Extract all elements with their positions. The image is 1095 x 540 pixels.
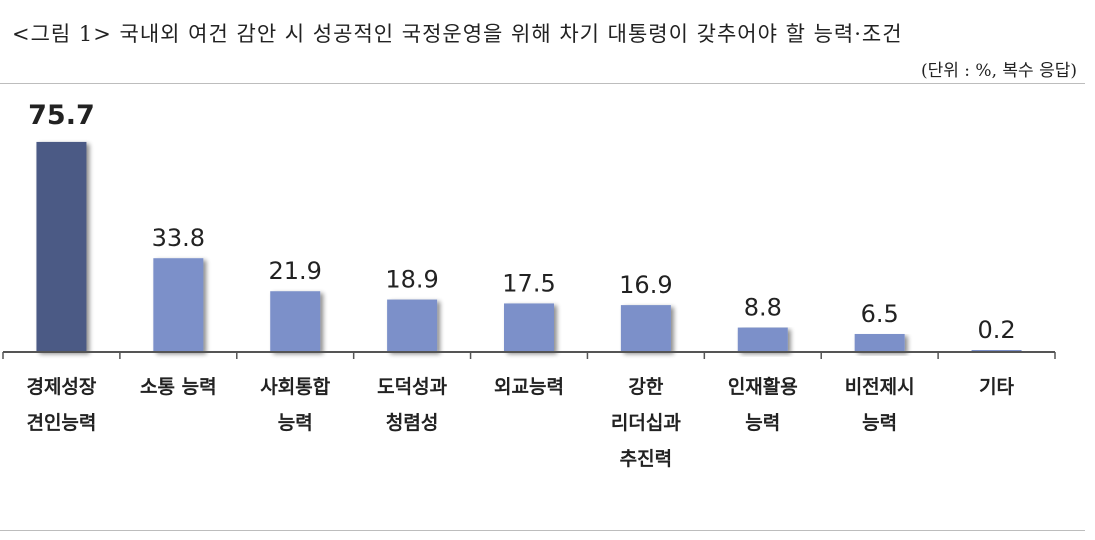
bottom-divider <box>0 530 1085 531</box>
bar-0 <box>36 141 87 352</box>
value-label-2: 21.9 <box>269 257 322 285</box>
bar-6 <box>737 327 788 352</box>
category-label-6: 인재활용 능력 <box>728 376 798 434</box>
category-label-8: 기타 <box>979 376 1014 398</box>
value-label-8: 0.2 <box>977 316 1015 344</box>
value-label-7: 6.5 <box>861 300 899 328</box>
top-divider <box>0 83 1085 84</box>
value-label-6: 8.8 <box>744 294 782 322</box>
bar-5 <box>620 305 671 352</box>
value-label-3: 18.9 <box>385 266 438 294</box>
category-label-0: 경제성장 견인능력 <box>26 376 96 434</box>
category-label-5: 강한 리더십과 추진력 <box>611 376 681 470</box>
value-label-0: 75.7 <box>28 100 95 131</box>
value-label-1: 33.8 <box>152 224 205 252</box>
bar-2 <box>270 291 321 352</box>
bar-3 <box>387 299 438 352</box>
bar-1 <box>153 258 204 352</box>
category-label-3: 도덕성과 청렴성 <box>377 376 447 434</box>
page-title: <그림 1> 국내외 여건 감안 시 성공적인 국정운영을 위해 차기 대통령이… <box>12 22 903 46</box>
value-label-5: 16.9 <box>619 271 672 299</box>
value-label-4: 17.5 <box>502 269 555 297</box>
bar-7 <box>854 333 905 352</box>
bar-4 <box>504 303 554 352</box>
category-label-2: 사회통합 능력 <box>260 376 330 434</box>
unit-note: (단위 : %, 복수 응답) <box>920 61 1077 81</box>
category-label-7: 비전제시 능력 <box>845 376 915 434</box>
category-label-4: 외교능력 <box>494 376 564 398</box>
category-label-1: 소통 능력 <box>140 376 217 398</box>
